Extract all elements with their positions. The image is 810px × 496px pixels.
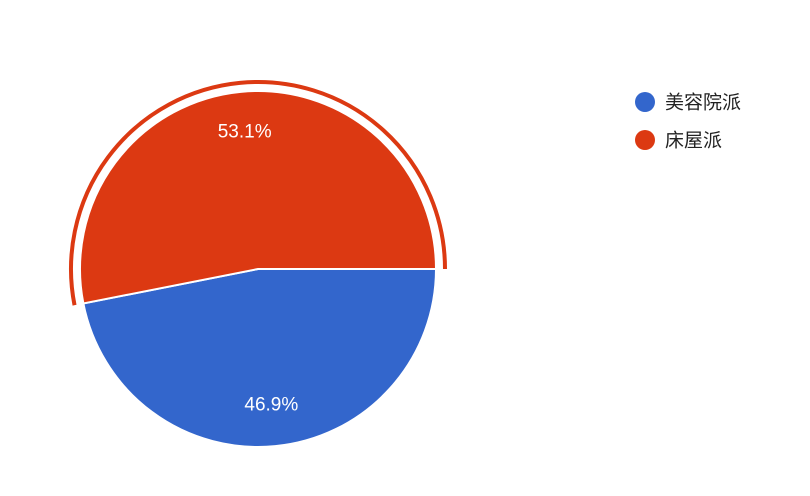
pie-slice[interactable] [82,268,438,448]
legend-marker[interactable] [635,130,655,150]
slice-highlight [69,80,447,306]
slice-label: 46.9% [244,394,298,415]
legend-marker[interactable] [635,92,655,112]
legend-label[interactable]: 床屋派 [665,130,722,152]
legend-label[interactable]: 美容院派 [665,92,741,114]
slice-label: 53.1% [218,122,272,143]
pie-slice[interactable] [79,90,438,305]
